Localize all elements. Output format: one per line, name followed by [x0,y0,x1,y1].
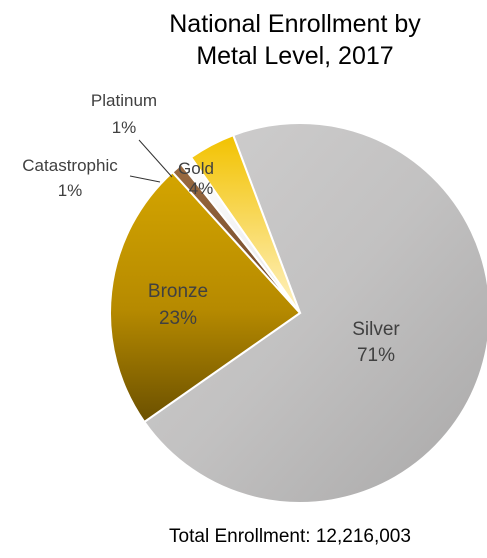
platinum-value-label: 1% [112,118,137,137]
bronze-name-label: Bronze [148,281,208,302]
total-enrollment-footer: Total Enrollment: 12,216,003 [169,526,411,547]
silver-name-label: Silver [352,319,400,340]
silver-value-label: 71% [357,345,395,366]
catastrophic-value-label: 1% [58,181,83,200]
platinum-name-label: Platinum [91,91,157,110]
bronze-value-label: 23% [159,308,197,329]
gold-value-label: 4% [189,179,214,198]
pie-slice-bronze [109,170,302,424]
pie-slice-silver [142,122,487,504]
catastrophic-name-label: Catastrophic [22,156,118,175]
catastrophic-leader-line [129,175,161,183]
pie-slice-gold [189,133,301,314]
chart-title-line-2: Metal Level, 2017 [196,42,394,70]
platinum-leader-line [138,139,173,178]
chart-title: National Enrollment by Metal Level, 2017 [110,8,480,72]
gold-name-label: Gold [178,159,214,178]
chart-title-line-1: National Enrollment by [169,10,421,38]
